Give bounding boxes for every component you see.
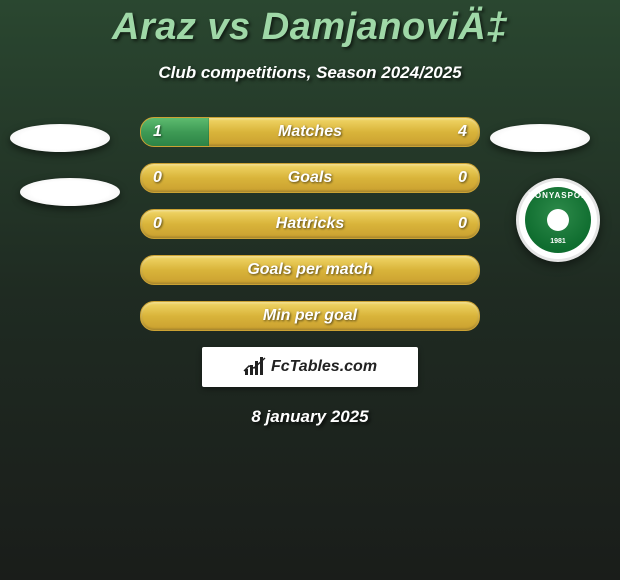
- stat-bar: 0 Goals 0: [140, 163, 480, 193]
- stat-bar-label: Goals: [288, 169, 332, 187]
- player-left-avatar-1: [10, 124, 110, 152]
- stat-bar-right-value: 0: [458, 215, 467, 233]
- stat-bar-label: Matches: [278, 123, 342, 141]
- stat-bar-left-value: 1: [153, 123, 162, 141]
- stat-bar: Goals per match: [140, 255, 480, 285]
- content: Araz vs DamjanoviÄ‡ Club competitions, S…: [0, 0, 620, 427]
- stat-bar-left-value: 0: [153, 215, 162, 233]
- subtitle: Club competitions, Season 2024/2025: [0, 63, 620, 83]
- club-logo-name: KONYASPOR: [525, 191, 591, 200]
- watermark: FcTables.com: [202, 347, 418, 387]
- player-left-avatar-2: [20, 178, 120, 206]
- stat-bar: Min per goal: [140, 301, 480, 331]
- stat-bar-left-value: 0: [153, 169, 162, 187]
- stat-bar-right-value: 4: [458, 123, 467, 141]
- watermark-icon: [243, 357, 267, 377]
- stat-bar-right-value: 0: [458, 169, 467, 187]
- club-logo-right: KONYASPOR 1981: [516, 178, 600, 262]
- stat-bar-fill: [141, 118, 209, 146]
- page-title: Araz vs DamjanoviÄ‡: [0, 0, 620, 49]
- stat-bar-label: Goals per match: [247, 261, 372, 279]
- player-right-avatar-1: [490, 124, 590, 152]
- date: 8 january 2025: [0, 407, 620, 427]
- stat-bar-label: Min per goal: [263, 307, 357, 325]
- stat-bar: 1 Matches 4: [140, 117, 480, 147]
- stat-bar: 0 Hattricks 0: [140, 209, 480, 239]
- stat-bar-label: Hattricks: [276, 215, 344, 233]
- club-logo-year: 1981: [525, 238, 591, 245]
- watermark-text: FcTables.com: [271, 358, 377, 376]
- club-logo-inner: KONYASPOR 1981: [525, 187, 591, 253]
